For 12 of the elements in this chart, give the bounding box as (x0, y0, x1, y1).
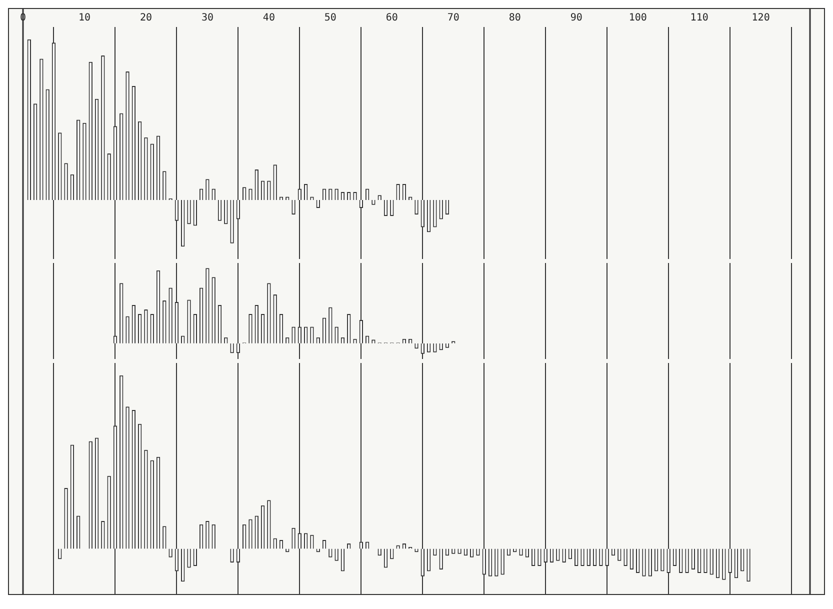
x-tick-label: 90 (570, 12, 582, 24)
x-tick-label: 110 (690, 12, 708, 24)
x-tick-label: 120 (752, 12, 770, 24)
x-tick-label: 10 (78, 12, 91, 24)
x-tick-label: 30 (201, 12, 214, 24)
x-tick-label: 80 (508, 12, 521, 24)
x-tick-label: 60 (386, 12, 398, 24)
x-tick-label: 40 (262, 12, 275, 24)
x-tick-label: 100 (628, 12, 647, 24)
x-tick-label: 20 (140, 12, 152, 24)
x-tick-label: 70 (447, 12, 460, 24)
x-tick-label: 50 (324, 12, 336, 24)
